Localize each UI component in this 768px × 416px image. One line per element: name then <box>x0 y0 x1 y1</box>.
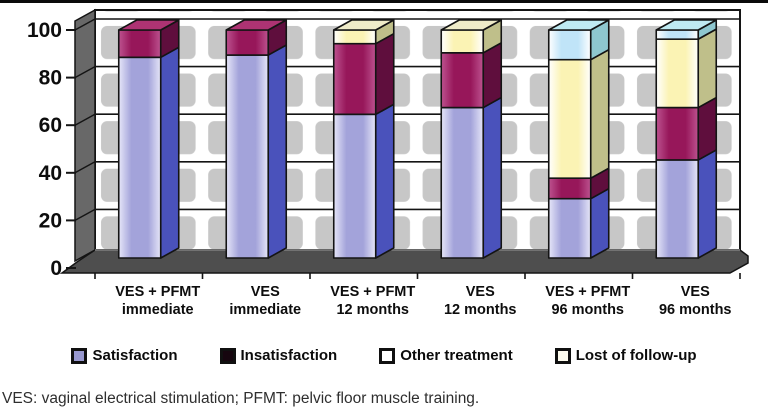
segment-top-other-treatment <box>440 19 503 31</box>
segment-side-satisfaction <box>482 96 503 259</box>
bar-ves-pfmt-96-months <box>547 19 610 259</box>
segment-top-insatisfaction <box>117 19 180 31</box>
legend-swatch-lost-of-follow-up <box>554 347 571 364</box>
legend-label-lost-of-follow-up: Lost of follow-up <box>575 347 697 364</box>
segment-front-satisfaction <box>440 106 485 259</box>
legend-swatch-other-treatment <box>379 347 396 364</box>
segment-front-other-treatment <box>332 29 377 45</box>
segment-top-insatisfaction <box>225 19 288 31</box>
figure-top-border <box>0 0 768 3</box>
legend-label-other-treatment: Other treatment <box>400 347 513 364</box>
y-axis-label-40: 40 <box>39 162 62 185</box>
side-wall-tick-40 <box>74 161 96 174</box>
segment-side-satisfaction <box>589 187 610 259</box>
segment-front-other-treatment <box>440 29 485 54</box>
segment-front-satisfaction <box>117 56 162 259</box>
segment-side-satisfaction <box>159 46 180 259</box>
segment-side-satisfaction <box>374 103 395 259</box>
segment-top-other-treatment <box>332 19 395 31</box>
chart-back-wall <box>94 9 741 251</box>
x-axis-label-ves-pfmt-96-months: VES + PFMT 96 months <box>545 284 630 318</box>
legend-item-lost-of-follow-up: Lost of follow-up <box>554 347 697 364</box>
segment-front-insatisfaction <box>332 42 377 116</box>
legend-item-insatisfaction: Insatisfaction <box>219 347 338 364</box>
segment-front-other-treatment <box>655 38 700 109</box>
bar-ves-96-months <box>655 19 718 259</box>
figure-caption: VES: vaginal electrical stimulation; PFM… <box>2 390 480 407</box>
side-wall-tick-20 <box>74 208 96 222</box>
bar-ves-immediate <box>225 19 288 259</box>
stacked-bar-chart-3d: 0 20 40 60 80 100 VES + PFMT immediate VES immedi… <box>0 0 768 318</box>
segment-side-satisfaction <box>697 149 718 259</box>
segment-side-insatisfaction <box>374 32 395 116</box>
legend-item-other-treatment: Other treatment <box>379 347 513 364</box>
segment-front-insatisfaction <box>117 29 162 59</box>
segment-front-satisfaction <box>547 197 592 259</box>
segment-front-satisfaction <box>655 159 700 259</box>
segment-side-other-treatment <box>697 28 718 109</box>
x-axis-label-ves-96-months: VES 96 months <box>659 284 732 318</box>
segment-front-satisfaction <box>332 113 377 259</box>
segment-front-satisfaction <box>225 54 270 259</box>
legend: Satisfaction Insatisfaction Other treatmen… <box>0 347 768 364</box>
side-wall-tick-100 <box>74 18 96 31</box>
legend-label-satisfaction: Satisfaction <box>92 347 178 364</box>
legend-swatch-insatisfaction <box>219 347 236 364</box>
side-wall-tick-80 <box>74 65 96 79</box>
y-axis-label-20: 20 <box>39 209 62 232</box>
x-axis-label-ves-pfmt-12-months: VES + PFMT 12 months <box>330 284 415 318</box>
y-axis-label-0: 0 <box>50 257 62 280</box>
y-axis-label-60: 60 <box>39 114 62 137</box>
legend-item-satisfaction: Satisfaction <box>71 347 178 364</box>
bar-ves-12-months <box>440 19 503 259</box>
y-axis-label-100: 100 <box>27 19 62 42</box>
chart-side-wall <box>74 8 96 263</box>
legend-label-insatisfaction: Insatisfaction <box>240 347 338 364</box>
y-axis-label-80: 80 <box>39 67 62 90</box>
segment-front-insatisfaction <box>225 29 270 56</box>
segment-side-other-treatment <box>589 48 610 179</box>
legend-swatch-satisfaction <box>71 347 88 364</box>
bar-ves-pfmt-immediate <box>117 19 180 259</box>
segment-front-other-treatment <box>547 58 592 179</box>
segment-front-insatisfaction <box>655 106 700 161</box>
segment-side-satisfaction <box>267 44 288 259</box>
x-axis-label-ves-immediate: VES immediate <box>229 284 301 318</box>
segment-front-insatisfaction <box>440 51 485 109</box>
segment-top-lost-of-follow-up <box>655 19 718 31</box>
bar-ves-pfmt-12-months <box>332 19 395 259</box>
segment-front-lost-of-follow-up <box>547 29 592 61</box>
segment-top-lost-of-follow-up <box>547 19 610 31</box>
segment-side-insatisfaction <box>482 41 503 109</box>
side-wall-tick-60 <box>74 113 96 126</box>
x-axis-label-ves-pfmt-immediate: VES + PFMT immediate <box>115 284 200 318</box>
segment-front-lost-of-follow-up <box>655 29 700 40</box>
x-axis-label-ves-12-months: VES 12 months <box>444 284 517 318</box>
segment-front-insatisfaction <box>547 177 592 200</box>
